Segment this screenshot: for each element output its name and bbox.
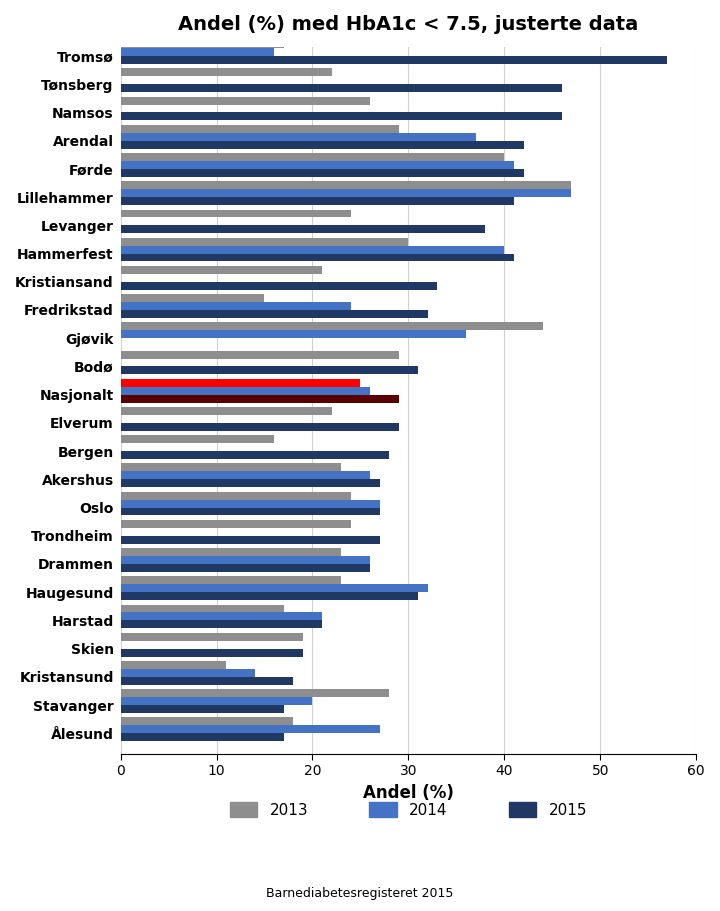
Bar — [120, 225, 485, 233]
Bar — [120, 97, 370, 105]
Bar — [120, 464, 341, 471]
Bar — [120, 718, 293, 725]
Bar — [120, 677, 293, 685]
Bar — [120, 153, 504, 161]
Bar — [120, 435, 274, 443]
Bar — [120, 556, 370, 564]
Bar — [120, 210, 351, 218]
Bar — [120, 669, 255, 677]
Bar — [120, 169, 523, 177]
Bar — [120, 197, 514, 205]
Bar — [120, 394, 399, 403]
Bar — [120, 520, 351, 527]
Bar — [120, 133, 475, 140]
Text: Barnediabetesregisteret 2015: Barnediabetesregisteret 2015 — [266, 887, 454, 900]
Legend: 2013, 2014, 2015: 2013, 2014, 2015 — [224, 795, 593, 824]
Bar — [120, 322, 543, 331]
Bar — [120, 253, 514, 261]
Bar — [120, 479, 379, 487]
Bar — [120, 548, 341, 556]
Bar — [120, 302, 351, 310]
Bar — [120, 507, 379, 516]
Bar — [120, 536, 379, 544]
Bar — [120, 697, 312, 705]
Bar — [120, 125, 399, 133]
Bar — [120, 492, 351, 499]
Bar — [120, 620, 322, 629]
Bar — [120, 592, 418, 600]
Bar — [120, 140, 523, 148]
Bar — [120, 281, 437, 290]
Bar — [120, 310, 428, 318]
Bar — [120, 181, 572, 189]
Bar — [120, 84, 562, 92]
Bar — [120, 351, 399, 359]
Bar — [120, 733, 284, 742]
Bar — [120, 633, 303, 640]
Bar — [120, 471, 370, 479]
Bar — [120, 112, 562, 120]
Bar — [120, 238, 408, 246]
Bar — [120, 407, 332, 415]
Bar — [120, 68, 332, 77]
Bar — [120, 564, 370, 572]
Bar — [120, 605, 284, 612]
Bar — [120, 661, 226, 669]
Bar — [120, 189, 572, 197]
Bar — [120, 499, 379, 507]
Bar — [120, 161, 514, 169]
Bar — [120, 56, 667, 64]
Bar — [120, 379, 361, 387]
Bar — [120, 690, 390, 697]
Bar — [120, 246, 504, 253]
Bar — [120, 725, 379, 733]
Bar — [120, 48, 274, 56]
Bar — [120, 266, 322, 274]
X-axis label: Andel (%): Andel (%) — [363, 783, 454, 802]
Bar — [120, 423, 399, 431]
Bar — [120, 40, 284, 48]
Bar — [120, 649, 303, 657]
Bar — [120, 294, 264, 302]
Bar — [120, 331, 466, 338]
Bar — [120, 584, 428, 592]
Bar — [120, 577, 341, 584]
Bar — [120, 705, 284, 713]
Bar — [120, 387, 370, 394]
Bar — [120, 451, 390, 459]
Title: Andel (%) med HbA1c < 7.5, justerte data: Andel (%) med HbA1c < 7.5, justerte data — [179, 15, 639, 34]
Bar — [120, 366, 418, 374]
Bar — [120, 612, 322, 620]
